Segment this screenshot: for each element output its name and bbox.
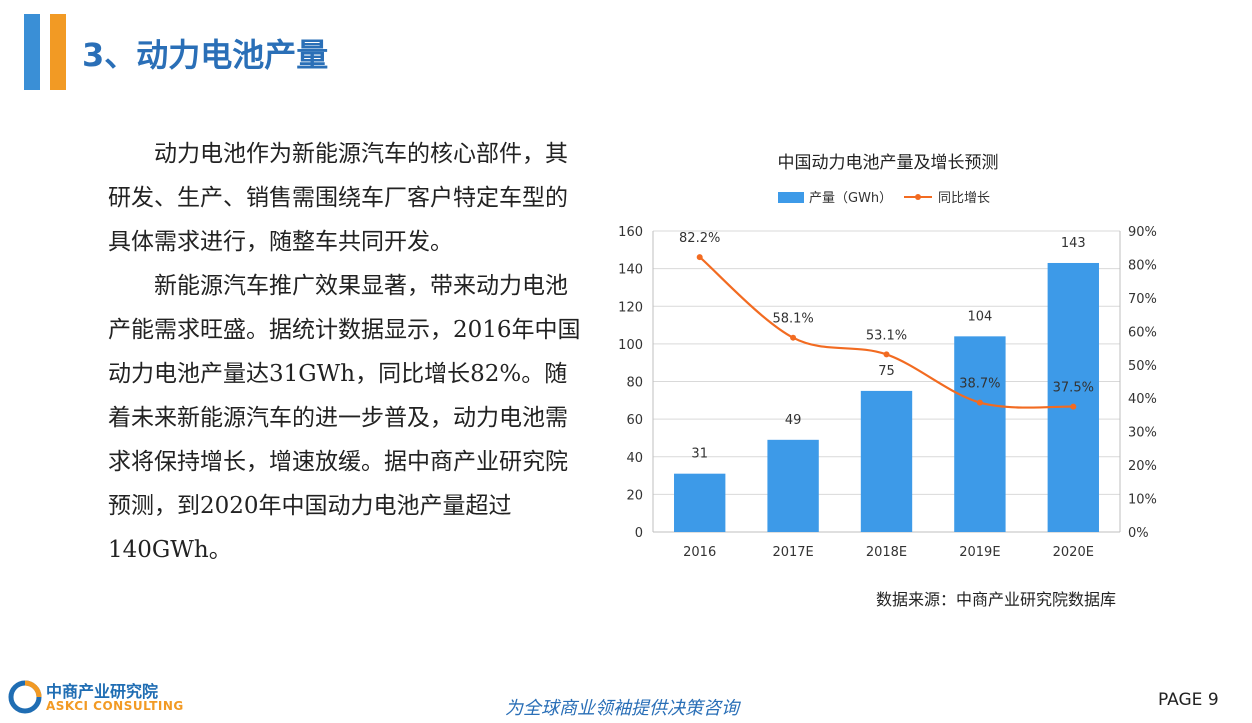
growth-value-label: 82.2% bbox=[679, 231, 720, 246]
page-number: PAGE 9 bbox=[1158, 690, 1219, 710]
chart-svg: 中国动力电池产量及增长预测 产量（GWh） 同比增长 0 20 40 60 80 100 1… bbox=[618, 153, 1157, 560]
y-tick-label: 160 bbox=[618, 225, 643, 240]
bar-value-label: 143 bbox=[1061, 236, 1086, 251]
x-tick-label: 2019E bbox=[959, 545, 1000, 560]
section-title: 3、动力电池产量 bbox=[82, 36, 329, 74]
paragraph-2: 新能源汽车推广效果显著，带来动力电池产能需求旺盛。据统计数据显示，2016年中国… bbox=[108, 273, 581, 563]
y-tick-label: 80 bbox=[626, 376, 643, 391]
y-tick-label: 60 bbox=[626, 413, 643, 428]
growth-value-label: 37.5% bbox=[1053, 381, 1094, 396]
growth-point bbox=[790, 334, 797, 341]
y2-tick-label: 50% bbox=[1128, 359, 1157, 374]
bar bbox=[860, 390, 913, 532]
y-tick-label: 20 bbox=[626, 488, 643, 503]
y2-tick-label: 20% bbox=[1128, 459, 1157, 474]
chart-title: 中国动力电池产量及增长预测 bbox=[778, 153, 999, 173]
growth-value-label: 58.1% bbox=[772, 312, 813, 327]
y2-tick-label: 10% bbox=[1128, 493, 1157, 508]
growth-point bbox=[1070, 403, 1077, 410]
y2-tick-label: 0% bbox=[1128, 526, 1149, 541]
x-tick-label: 2020E bbox=[1053, 545, 1094, 560]
x-tick-label: 2018E bbox=[866, 545, 907, 560]
logo-text-en: ASKCI CONSULTING bbox=[46, 699, 184, 713]
footer-slogan: 为全球商业领袖提供决策咨询 bbox=[505, 698, 739, 719]
data-source: 数据来源：中商产业研究院数据库 bbox=[876, 590, 1117, 609]
y2-tick-label: 90% bbox=[1128, 225, 1157, 240]
bar-value-label: 31 bbox=[691, 447, 708, 462]
bar-value-label: 49 bbox=[785, 413, 802, 428]
bar bbox=[767, 439, 819, 532]
bar bbox=[674, 473, 726, 532]
body-text: 动力电池作为新能源汽车的核心部件，其研发、生产、销售需围绕车厂客户特定车型的具体… bbox=[108, 132, 586, 572]
bar-value-label: 104 bbox=[967, 309, 992, 324]
x-tick-label: 2017E bbox=[772, 545, 813, 560]
legend-bar-label: 产量（GWh） bbox=[809, 191, 892, 206]
x-tick-label: 2016 bbox=[683, 545, 716, 560]
y2-tick-label: 80% bbox=[1128, 258, 1157, 273]
bar-value-label: 75 bbox=[878, 364, 895, 379]
legend-bar-swatch bbox=[778, 192, 804, 203]
chart: 中国动力电池产量及增长预测 产量（GWh） 同比增长 0 20 40 60 80 100 1… bbox=[596, 140, 1176, 580]
y2-tick-label: 30% bbox=[1128, 426, 1157, 441]
y-tick-label: 140 bbox=[618, 263, 643, 278]
y2-tick-label: 70% bbox=[1128, 292, 1157, 307]
growth-point bbox=[883, 351, 890, 358]
header-accent-orange bbox=[50, 14, 66, 90]
y-tick-label: 120 bbox=[618, 300, 643, 315]
y-tick-label: 40 bbox=[626, 451, 643, 466]
plot-area: 0 20 40 60 80 100 120 140 160 0% 10% 20% 30% 40% 50% 60… bbox=[618, 225, 1157, 560]
y2-tick-label: 40% bbox=[1128, 392, 1157, 407]
logo-text-cn: 中商产业研究院 bbox=[46, 682, 159, 701]
growth-point bbox=[696, 254, 703, 261]
growth-point bbox=[976, 399, 983, 406]
y-tick-label: 0 bbox=[635, 526, 643, 541]
legend-line-label: 同比增长 bbox=[938, 191, 990, 206]
paragraph-1: 动力电池作为新能源汽车的核心部件，其研发、生产、销售需围绕车厂客户特定车型的具体… bbox=[108, 141, 568, 255]
legend-line-marker bbox=[915, 194, 921, 200]
logo: 中商产业研究院 ASKCI CONSULTING bbox=[8, 678, 188, 718]
y2-tick-label: 60% bbox=[1128, 325, 1157, 340]
y-tick-label: 100 bbox=[618, 338, 643, 353]
bar bbox=[954, 336, 1006, 532]
legend: 产量（GWh） 同比增长 bbox=[778, 191, 990, 206]
header-accent-blue bbox=[24, 14, 40, 90]
growth-value-label: 38.7% bbox=[959, 377, 1000, 392]
bar bbox=[1047, 262, 1099, 532]
logo-icon bbox=[8, 680, 42, 714]
growth-value-label: 53.1% bbox=[866, 328, 907, 343]
